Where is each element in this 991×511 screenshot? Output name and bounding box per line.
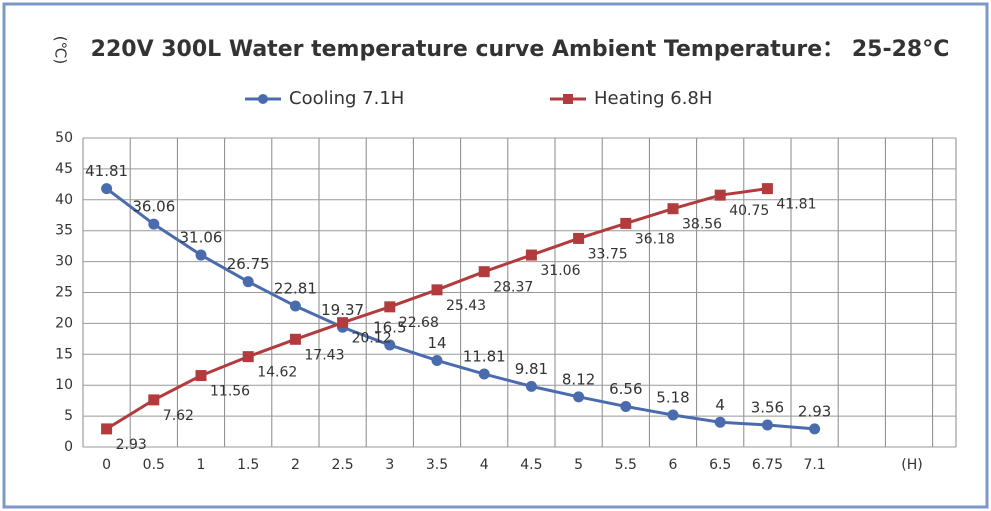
x-axis-label: (H) (901, 457, 922, 473)
point (337, 317, 349, 329)
point (667, 203, 679, 215)
point (478, 368, 490, 380)
data-label: 14.62 (257, 365, 297, 381)
y-tick-label: 15 (55, 346, 73, 362)
data-label: 7.62 (163, 408, 194, 424)
x-tick-label: 1 (197, 457, 206, 473)
data-label: 14 (427, 334, 446, 352)
data-label: 8.12 (562, 370, 595, 388)
data-label: 16.5 (373, 319, 406, 337)
point (761, 183, 773, 195)
point (384, 339, 396, 351)
point (714, 416, 726, 428)
y-tick-label: 20 (55, 315, 73, 331)
point (431, 354, 443, 366)
point (667, 409, 679, 421)
data-label: 38.56 (682, 217, 722, 233)
x-tick-label: 5.5 (615, 457, 637, 473)
x-tick-label: 0 (102, 457, 111, 473)
x-tick-label: 2.5 (331, 457, 353, 473)
data-label: 11.56 (210, 384, 250, 400)
point (573, 391, 585, 403)
y-tick-label: 0 (64, 439, 73, 455)
series-line (105, 187, 815, 431)
data-label: 40.75 (729, 203, 769, 219)
legend-label: Cooling 7.1H (289, 88, 404, 109)
point (478, 266, 490, 278)
y-tick-label: 30 (55, 254, 73, 270)
y-tick-label: 40 (55, 192, 73, 208)
x-tick-label: 4.5 (520, 457, 542, 473)
legend-label: Heating 6.8H (594, 88, 712, 109)
point (809, 423, 821, 435)
point (242, 276, 254, 288)
point (714, 189, 726, 201)
x-tick-label: 2 (291, 457, 300, 473)
point (620, 400, 632, 412)
y-axis-label: (℃) (52, 36, 70, 65)
point (148, 394, 160, 406)
point (289, 300, 301, 312)
data-label: 5.18 (656, 388, 689, 406)
y-tick-label: 50 (55, 130, 73, 146)
chart-title: 220V 300L Water temperature curve Ambien… (91, 37, 950, 62)
x-tick-label: 1.5 (237, 457, 259, 473)
point (525, 249, 537, 261)
point (148, 218, 160, 230)
legend-marker (258, 94, 268, 104)
x-tick-label: 7.1 (803, 457, 825, 473)
point (242, 351, 254, 363)
data-label: 20.12 (352, 331, 392, 347)
x-tick-label: 6.5 (709, 457, 731, 473)
data-label: 9.81 (515, 360, 548, 378)
point (384, 301, 396, 313)
point (101, 183, 113, 195)
data-label: 6.56 (609, 380, 642, 398)
y-tick-label: 10 (55, 377, 73, 393)
data-label: 28.37 (493, 280, 533, 296)
x-tick-label: 0.5 (143, 457, 165, 473)
data-label: 4 (715, 396, 725, 414)
data-label: 36.06 (132, 198, 175, 216)
x-tick-label: 6 (669, 457, 678, 473)
data-label: 2.93 (798, 402, 831, 420)
x-tick-label: 5 (574, 457, 583, 473)
point (195, 370, 207, 382)
point (573, 232, 585, 244)
x-tick-label: 6.75 (752, 457, 783, 473)
data-label: 41.81 (776, 197, 816, 213)
data-label: 19.37 (321, 301, 364, 319)
point (101, 423, 113, 435)
data-label: 17.43 (304, 347, 344, 363)
data-label: 41.81 (85, 162, 128, 180)
y-tick-label: 35 (55, 223, 73, 239)
y-tick-label: 25 (55, 285, 73, 301)
x-tick-label: 4 (480, 457, 489, 473)
x-tick-label: 3.5 (426, 457, 448, 473)
data-label: 22.68 (399, 315, 439, 331)
y-tick-label: 45 (55, 161, 73, 177)
data-label: 3.56 (751, 398, 784, 416)
data-label: 22.81 (274, 280, 317, 298)
point (195, 249, 207, 261)
data-label: 33.75 (588, 246, 628, 262)
x-tick-label: 3 (385, 457, 394, 473)
point (431, 284, 443, 296)
legend-marker (563, 94, 573, 104)
data-label: 11.81 (463, 348, 506, 366)
point (525, 380, 537, 392)
data-label: 31.06 (180, 229, 223, 247)
y-tick-label: 5 (64, 408, 73, 424)
data-label: 36.18 (635, 231, 675, 247)
point (289, 333, 301, 345)
data-label: 26.75 (227, 255, 270, 273)
data-label: 2.93 (116, 437, 147, 453)
point (620, 217, 632, 229)
data-label: 25.43 (446, 298, 486, 314)
point (761, 419, 773, 431)
data-label: 31.06 (540, 263, 580, 279)
